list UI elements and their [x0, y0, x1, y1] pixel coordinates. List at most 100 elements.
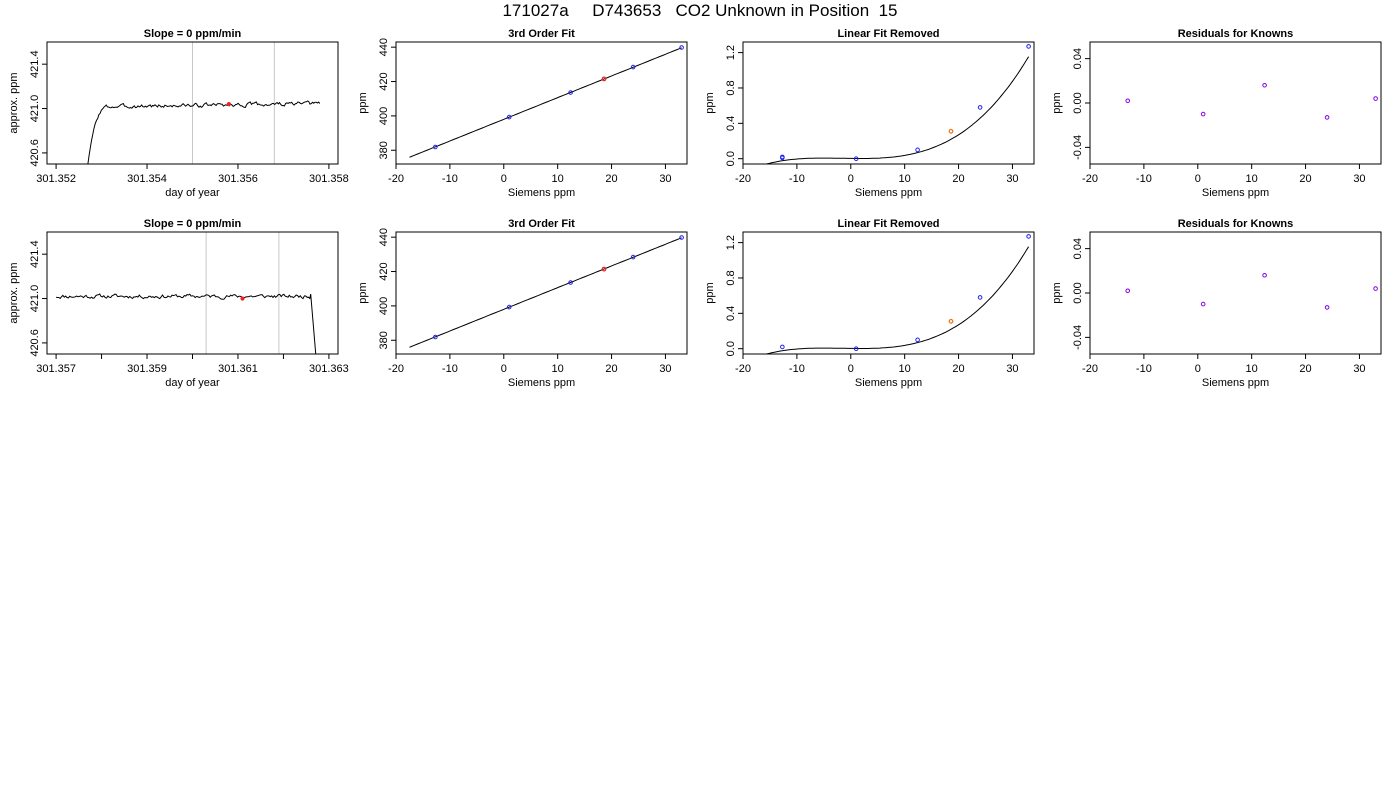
y-axis-label: ppm [704, 282, 716, 303]
x-tick-label: 0 [501, 173, 507, 185]
x-tick-label: 10 [1246, 363, 1258, 375]
y-tick-label: 0.04 [1072, 238, 1084, 259]
x-axis-label: Siemens ppm [855, 377, 922, 389]
y-axis-label: ppm [357, 282, 369, 303]
y-tick-label: 0.8 [725, 80, 737, 95]
x-tick-label: 20 [605, 363, 617, 375]
x-tick-label: -20 [388, 363, 404, 375]
y-tick-label: 440 [378, 38, 390, 56]
y-tick-label: 0.04 [1072, 48, 1084, 69]
y-tick-label: 0.4 [725, 306, 737, 321]
known-point [679, 235, 684, 240]
panel-2: Linear Fit Removed -20 -10 0 10 20 30 0.0 0.4 0.8… [704, 28, 1035, 199]
plot-frame [395, 41, 688, 165]
known-point [1373, 286, 1378, 291]
known-point [915, 147, 920, 153]
panel-title: Slope = 0 ppm/min [144, 218, 242, 230]
known-point [568, 280, 573, 285]
x-tick-label: 0 [848, 173, 854, 185]
panel-title: 3rd Order Fit [508, 218, 575, 230]
known-point [977, 295, 983, 300]
y-axis-label: approx. ppm [8, 262, 20, 323]
plot-data [764, 234, 1031, 354]
panel-0: Slope = 0 ppm/min 301.352 301.354 301.356 30… [8, 28, 349, 199]
panel-4: Slope = 0 ppm/min 301.357 301.359 301.361 30… [8, 218, 349, 389]
x-tick-label: -10 [1136, 173, 1152, 185]
x-axis-label: Siemens ppm [855, 187, 922, 199]
x-tick-label: 30 [1353, 173, 1365, 185]
x-tick-label: -20 [1082, 173, 1098, 185]
x-tick-label: 30 [1006, 173, 1018, 185]
x-tick-label: -20 [735, 363, 751, 375]
y-tick-label: 421.4 [29, 240, 41, 268]
x-tick-label: 0 [848, 363, 854, 375]
series-line [87, 100, 321, 164]
x-tick-label: -10 [789, 173, 805, 185]
plot-frame [1089, 231, 1382, 355]
plot-frame [1089, 41, 1382, 165]
plot-frame [46, 231, 339, 355]
plot-frame [395, 231, 688, 355]
panel-5: 3rd Order Fit -20 -10 0 10 20 30 380 400 420 440 Si… [357, 218, 688, 389]
y-tick-label: 421.4 [29, 50, 41, 78]
y-axis-label: ppm [357, 92, 369, 113]
y-tick-label: 420 [378, 262, 390, 280]
fit-curve [764, 246, 1030, 354]
unknown-point [948, 318, 954, 324]
x-tick-label: 20 [952, 363, 964, 375]
y-tick-label: 440 [378, 228, 390, 246]
x-tick-label: 20 [1299, 173, 1311, 185]
known-point [433, 334, 438, 340]
x-tick-label: 301.358 [309, 173, 349, 185]
plot-data [409, 235, 684, 348]
x-tick-label: 30 [1353, 363, 1365, 375]
x-axis-label: day of year [165, 377, 220, 389]
fit-curve [764, 56, 1030, 164]
plot-frame [742, 41, 1035, 165]
known-point [977, 105, 983, 110]
panel-title: Residuals for Knowns [1178, 218, 1294, 230]
x-tick-label: -10 [442, 173, 458, 185]
known-point [780, 155, 785, 161]
plot-frame [742, 231, 1035, 355]
x-tick-label: 30 [1006, 363, 1018, 375]
y-axis-label: ppm [704, 92, 716, 113]
unknown-point [948, 128, 954, 134]
x-tick-label: 0 [501, 363, 507, 375]
known-point [568, 90, 573, 95]
y-tick-label: 1.2 [725, 45, 737, 60]
x-axis-label: Siemens ppm [508, 377, 575, 389]
series-line [55, 293, 317, 354]
y-tick-label: -0.04 [1072, 135, 1084, 160]
x-tick-label: 10 [899, 173, 911, 185]
x-tick-label: 301.354 [127, 173, 167, 185]
x-tick-label: -20 [388, 173, 404, 185]
x-tick-label: 301.352 [36, 173, 76, 185]
y-tick-label: 0.0 [725, 151, 737, 166]
plot-data [1125, 272, 1378, 310]
x-tick-label: 20 [605, 173, 617, 185]
fit-curve [409, 237, 682, 348]
x-axis-label: Siemens ppm [508, 187, 575, 199]
x-tick-label: 301.361 [218, 363, 258, 375]
y-tick-label: 0.4 [725, 116, 737, 131]
panel-1: 3rd Order Fit -20 -10 0 10 20 30 380 400 420 440 Si… [357, 28, 688, 199]
x-tick-label: 20 [952, 173, 964, 185]
y-tick-label: 400 [378, 107, 390, 125]
y-tick-label: 420.6 [29, 329, 41, 357]
known-point [506, 304, 512, 310]
x-tick-label: 20 [1299, 363, 1311, 375]
x-tick-label: -20 [735, 173, 751, 185]
unknown-marker [240, 296, 245, 301]
plot-data [55, 293, 317, 354]
known-point [1200, 301, 1206, 307]
known-point [630, 254, 636, 260]
known-point [1125, 98, 1131, 104]
known-point [1262, 272, 1267, 278]
known-point [780, 344, 785, 350]
x-tick-label: -20 [1082, 363, 1098, 375]
x-tick-label: -10 [442, 363, 458, 375]
x-tick-label: 301.359 [127, 363, 167, 375]
panel-6: Linear Fit Removed -20 -10 0 10 20 30 0.0 0.4 0.8… [704, 218, 1035, 389]
